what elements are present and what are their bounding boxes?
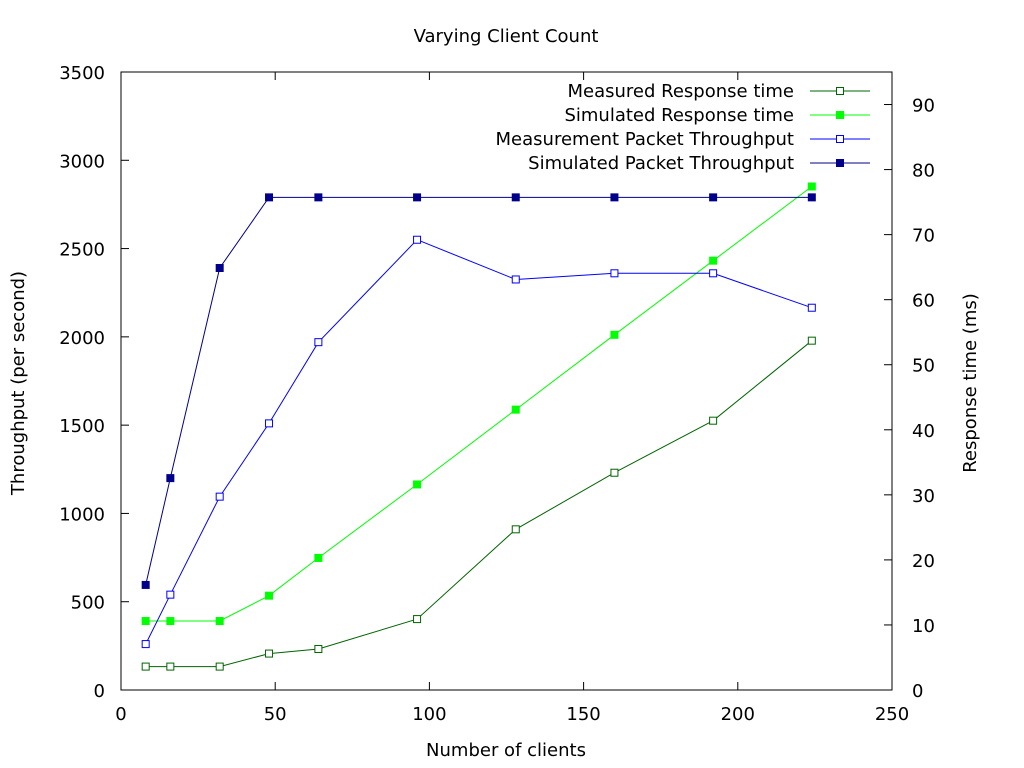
- data-point: [807, 336, 816, 345]
- y-tick-label: 3000: [59, 151, 105, 172]
- y-tick-label: 500: [71, 593, 105, 614]
- legend-label: Simulated Response time: [564, 105, 794, 126]
- y2-tick-label: 70: [912, 226, 935, 247]
- y2-tick-label: 90: [912, 96, 935, 117]
- series-line: [145, 239, 812, 645]
- data-point: [265, 591, 274, 600]
- data-point: [807, 182, 816, 191]
- data-point: [314, 193, 323, 202]
- legend-label: Simulated Packet Throughput: [528, 153, 794, 174]
- x-tick-label: 250: [875, 704, 909, 725]
- data-point: [709, 193, 718, 202]
- legend-marker: [836, 159, 844, 167]
- y-tick-label: 3500: [59, 63, 105, 84]
- y-tick-label: 1500: [59, 416, 105, 437]
- series-1: [141, 336, 816, 671]
- data-point: [215, 662, 224, 671]
- y2-tick-label: 30: [912, 486, 935, 507]
- series-3: [141, 235, 816, 649]
- series-line: [145, 340, 813, 668]
- series-layer: [141, 182, 816, 671]
- data-point: [807, 303, 816, 312]
- y2-tick-label: 50: [912, 356, 935, 377]
- data-point: [141, 617, 150, 626]
- data-point: [314, 645, 323, 654]
- legend-item: Simulated Packet Throughput: [528, 153, 870, 174]
- data-point: [413, 480, 422, 489]
- data-point: [511, 275, 520, 284]
- data-point: [610, 468, 619, 477]
- y2-tick-label: 80: [912, 161, 935, 182]
- data-point: [709, 416, 718, 425]
- y2-tick-label: 40: [912, 421, 935, 442]
- y-axis-label: Throughput (per second): [8, 271, 29, 496]
- plot-area-border: [120, 71, 893, 691]
- y2-tick-label: 0: [912, 681, 923, 702]
- data-point: [215, 263, 224, 272]
- data-point: [511, 525, 520, 534]
- data-point: [215, 617, 224, 626]
- data-point: [215, 492, 224, 501]
- y-axis: 0 500 1000 1500 2000 2500 3000 3500: [59, 63, 129, 702]
- y2-axis-label: Response time (ms): [960, 293, 981, 473]
- data-point: [141, 640, 150, 649]
- y2-tick-label: 60: [912, 291, 935, 312]
- x-tick-label: 0: [115, 704, 126, 725]
- x-tick-label: 200: [721, 704, 755, 725]
- data-point: [141, 580, 150, 589]
- data-point: [166, 474, 175, 483]
- legend: Measured Response time Simulated Response…: [496, 81, 870, 174]
- x-tick-label: 100: [412, 704, 446, 725]
- data-point: [166, 617, 175, 626]
- data-point: [166, 662, 175, 671]
- x-axis: 0 50 100 150 200 250: [115, 72, 909, 725]
- y2-tick-label: 10: [912, 616, 935, 637]
- y-tick-label: 1000: [59, 504, 105, 525]
- legend-marker: [836, 135, 844, 143]
- legend-label: Measurement Packet Throughput: [496, 129, 794, 150]
- data-point: [709, 269, 718, 278]
- x-tick-label: 150: [566, 704, 600, 725]
- series-line: [145, 196, 812, 586]
- legend-item: Measured Response time: [568, 81, 870, 102]
- data-point: [166, 590, 175, 599]
- legend-marker: [836, 87, 844, 95]
- legend-marker: [836, 111, 844, 119]
- chart-title: Varying Client Count: [414, 26, 599, 47]
- data-point: [141, 662, 150, 671]
- y-tick-label: 0: [94, 681, 105, 702]
- series-4: [141, 193, 816, 589]
- data-point: [265, 649, 274, 658]
- data-point: [610, 330, 619, 339]
- y-tick-label: 2500: [59, 240, 105, 261]
- data-point: [413, 615, 422, 624]
- y-tick-label: 2000: [59, 328, 105, 349]
- data-point: [610, 269, 619, 278]
- data-point: [314, 338, 323, 347]
- data-point: [314, 553, 323, 562]
- data-point: [807, 193, 816, 202]
- data-point: [265, 419, 274, 428]
- series-line: [145, 186, 813, 622]
- data-point: [610, 193, 619, 202]
- x-axis-label: Number of clients: [426, 740, 586, 761]
- x-tick-label: 50: [264, 704, 287, 725]
- y2-tick-label: 20: [912, 551, 935, 572]
- data-point: [511, 405, 520, 414]
- legend-item: Measurement Packet Throughput: [496, 129, 870, 150]
- data-point: [265, 193, 274, 202]
- legend-label: Measured Response time: [568, 81, 795, 102]
- data-point: [413, 235, 422, 244]
- data-point: [709, 256, 718, 265]
- legend-item: Simulated Response time: [564, 105, 870, 126]
- series-2: [141, 182, 816, 626]
- data-point: [511, 193, 520, 202]
- data-point: [413, 193, 422, 202]
- y2-axis: 0 10 20 30 40 50 60 70 80 90: [884, 96, 935, 702]
